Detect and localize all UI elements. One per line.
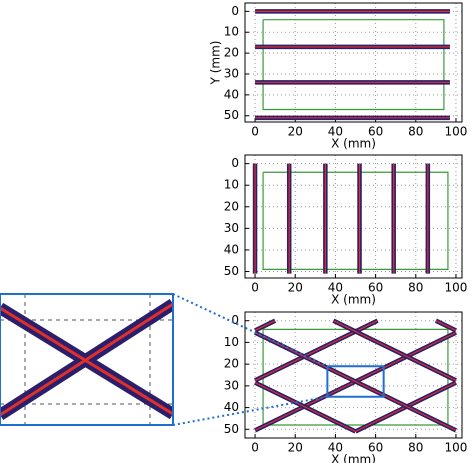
- zoom-inset: [0, 293, 174, 426]
- y-tick-label: 40: [224, 87, 239, 101]
- x-tick-label: 80: [408, 281, 423, 295]
- x-tick-label: 0: [251, 281, 259, 295]
- x-tick-label: 60: [368, 281, 383, 295]
- y-tick-label: 10: [224, 335, 239, 349]
- x-tick-label: 100: [445, 281, 468, 295]
- x-tick-label: 100: [445, 441, 468, 455]
- x-tick-label: 100: [445, 125, 468, 139]
- series-group: [254, 318, 457, 434]
- y-tick-label: 10: [224, 25, 239, 39]
- x-tick-label: 40: [328, 281, 343, 295]
- x-axis-label: X (mm): [331, 293, 376, 307]
- inset-border: [0, 293, 174, 426]
- panel: 0 20 40 60 80 100 0 10 20 30 40 50 X (mm): [224, 311, 468, 463]
- planned-path: [254, 382, 356, 433]
- x-tick-label: 0: [251, 441, 259, 455]
- y-tick-label: 50: [224, 422, 239, 436]
- outline: [326, 365, 385, 398]
- y-tick-label: 50: [224, 264, 239, 278]
- plot-frame: [244, 154, 463, 279]
- panel: 0 20 40 60 80 100 0 10 20 30 40 50 X (mm): [224, 154, 468, 307]
- y-tick-label: 40: [224, 400, 239, 414]
- plot-background: [245, 3, 462, 122]
- inset-path: [0, 302, 173, 417]
- x-tick-label: 60: [368, 441, 383, 455]
- plot-frame: [244, 2, 463, 123]
- x-axis-label: X (mm): [331, 453, 376, 463]
- y-tick-label: 20: [224, 357, 239, 371]
- x-tick-label: 60: [368, 125, 383, 139]
- y-tick-label: 20: [224, 199, 239, 213]
- x-tick-label: 20: [288, 125, 303, 139]
- panel: 0 20 40 60 80 100 0 10 20 30 40 50 X (mm) Y (mm): [209, 2, 468, 151]
- x-tick-label: 0: [251, 125, 259, 139]
- series-group: [255, 9, 450, 121]
- y-tick-label: 10: [224, 178, 239, 192]
- plot-frame: [244, 311, 463, 439]
- y-tick-label: 40: [224, 242, 239, 256]
- x-tick-label: 40: [328, 125, 343, 139]
- y-tick-label: 20: [224, 46, 239, 60]
- x-tick-label: 40: [328, 441, 343, 455]
- x-tick-label: 20: [288, 281, 303, 295]
- zoom-connector: [172, 395, 328, 426]
- y-tick-label: 30: [224, 221, 239, 235]
- y-tick-label: 30: [224, 66, 239, 80]
- outline: [262, 19, 445, 111]
- inset-content: [0, 294, 173, 425]
- x-tick-label: 20: [288, 441, 303, 455]
- planned-path: [254, 320, 276, 332]
- outline: [262, 171, 449, 270]
- planned-path: [333, 320, 457, 381]
- y-tick-label: 0: [231, 156, 239, 170]
- planned-path: [254, 332, 457, 431]
- series-group: [252, 163, 449, 274]
- planned-path: [435, 320, 457, 332]
- x-axis-label: X (mm): [331, 137, 376, 151]
- x-tick-label: 80: [408, 125, 423, 139]
- y-tick-label: 0: [231, 313, 239, 327]
- y-tick-label: 30: [224, 378, 239, 392]
- y-tick-label: 50: [224, 108, 239, 122]
- y-axis-label: Y (mm): [209, 41, 223, 86]
- x-tick-label: 80: [408, 441, 423, 455]
- y-tick-label: 0: [231, 4, 239, 18]
- zoom-connector: [172, 293, 328, 368]
